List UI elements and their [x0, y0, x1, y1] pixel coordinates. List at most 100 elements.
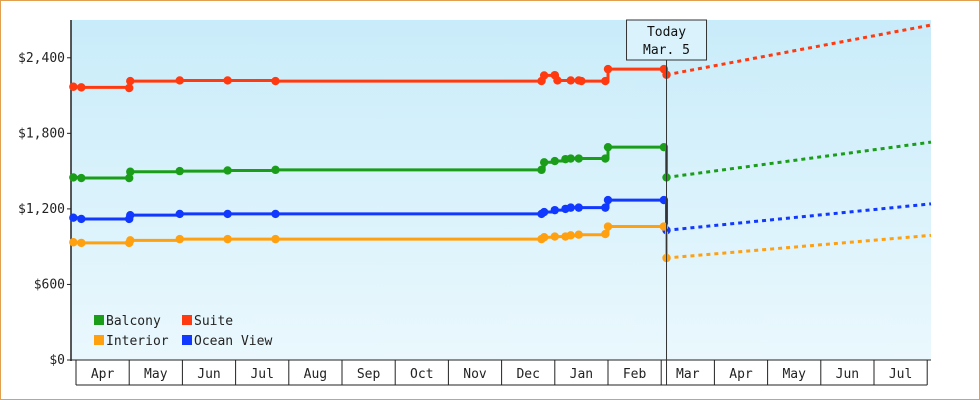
data-point: [601, 154, 610, 163]
x-tick-label: Feb: [623, 367, 647, 382]
data-point: [69, 213, 78, 222]
data-point: [223, 209, 232, 219]
data-point: [539, 71, 549, 80]
forecast-line: [666, 23, 932, 77]
x-tick-label: Jun: [197, 367, 220, 382]
y-tick-label: $2,400: [18, 51, 65, 66]
x-tick-label: Dec: [516, 367, 539, 382]
x-tick-label: May: [144, 367, 168, 382]
series-suite: [69, 64, 671, 93]
x-tick-label: Sep: [357, 367, 381, 382]
data-point: [77, 83, 86, 92]
data-point: [77, 214, 86, 224]
data-point: [603, 195, 613, 205]
data-point: [126, 167, 135, 176]
data-point: [175, 76, 184, 85]
x-tick-label: Mar: [676, 367, 700, 382]
data-point: [126, 236, 135, 245]
data-point: [566, 154, 575, 163]
x-tick-label: Apr: [91, 367, 115, 382]
x-tick-label: Jan: [570, 367, 593, 382]
data-point: [601, 76, 610, 86]
data-point: [553, 76, 562, 85]
data-point: [175, 166, 184, 176]
data-point: [539, 233, 549, 242]
data-point: [603, 222, 613, 231]
data-point: [539, 158, 549, 167]
data-point: [566, 231, 575, 240]
y-tick-label: $600: [34, 277, 65, 292]
data-point: [601, 229, 610, 239]
data-point: [223, 234, 232, 244]
data-point: [271, 234, 280, 244]
data-point: [550, 232, 559, 241]
data-point: [126, 210, 135, 220]
data-point: [175, 234, 184, 244]
data-point: [550, 156, 559, 166]
legend-label: Interior: [106, 334, 169, 349]
y-tick-label: $1,800: [18, 126, 65, 141]
legend-item: Ocean View: [182, 334, 272, 349]
series-ocean-view: [69, 195, 671, 235]
data-point: [601, 203, 610, 212]
data-point: [566, 203, 575, 212]
data-point: [574, 203, 583, 212]
plot-area: [71, 20, 931, 360]
series-balcony: [69, 142, 671, 183]
legend-label: Suite: [194, 314, 233, 329]
data-point: [126, 76, 135, 86]
today-marker: Today Mar. 5: [626, 19, 708, 385]
y-tick-label: $1,200: [18, 202, 65, 217]
legend-swatch: [182, 335, 192, 345]
data-point: [69, 238, 78, 247]
data-point: [77, 238, 86, 248]
data-point: [69, 173, 78, 182]
data-point: [603, 64, 613, 74]
legend-item: Interior: [94, 334, 169, 349]
today-label: Today: [647, 25, 686, 40]
y-tick-label: $0: [49, 353, 65, 368]
data-point: [175, 209, 184, 219]
data-point: [271, 165, 280, 175]
data-point: [271, 76, 280, 86]
legend-swatch: [182, 315, 192, 325]
x-tick-label: Apr: [729, 367, 753, 382]
data-point: [574, 154, 583, 163]
data-point: [223, 76, 232, 85]
x-tick-label: Nov: [463, 367, 487, 382]
data-point: [223, 166, 232, 175]
data-point: [537, 165, 546, 175]
today-date: Mar. 5: [643, 43, 690, 58]
series-interior: [69, 222, 671, 263]
data-point: [550, 205, 559, 215]
x-tick-label: Jul: [889, 367, 912, 382]
legend-item: Suite: [182, 314, 233, 329]
legend-label: Ocean View: [194, 334, 272, 349]
data-point: [566, 76, 575, 85]
data-point: [69, 82, 78, 91]
x-tick-label: Aug: [304, 367, 327, 382]
data-point: [659, 195, 669, 205]
legend-swatch: [94, 315, 104, 325]
data-point: [603, 142, 613, 152]
x-axis: Apr May Jun Jul Aug Sep Oct Nov Dec Jan Feb Mar Apr M…: [71, 359, 931, 386]
forecast-group: [666, 23, 932, 260]
y-axis: $0 $600 $1,200 $1,800 $2,400: [18, 20, 72, 368]
x-tick-label: May: [782, 367, 806, 382]
data-point: [271, 209, 280, 219]
legend: Balcony Suite Interior Ocean View: [94, 314, 272, 349]
x-tick-label: Oct: [410, 367, 433, 382]
series-group: [69, 64, 671, 263]
data-point: [539, 207, 549, 217]
data-point: [125, 173, 134, 183]
x-tick-label: Jul: [250, 367, 273, 382]
x-tick-label: Jun: [836, 367, 859, 382]
data-point: [659, 142, 669, 152]
legend-swatch: [94, 335, 104, 345]
data-point: [577, 76, 586, 86]
today-box: [626, 19, 708, 61]
data-point: [659, 222, 669, 231]
data-point: [77, 173, 86, 183]
legend-label: Balcony: [106, 314, 161, 329]
